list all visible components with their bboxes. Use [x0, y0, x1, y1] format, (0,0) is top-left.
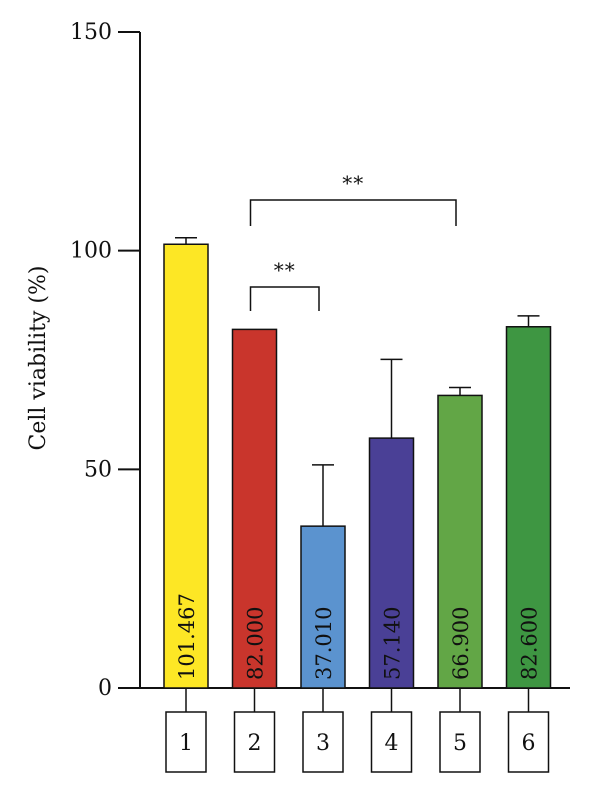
bar — [231, 328, 278, 689]
category-box — [302, 711, 344, 773]
bar — [300, 525, 346, 689]
category-label: 6 — [522, 731, 536, 756]
category-box — [439, 711, 481, 773]
bar — [163, 243, 209, 689]
error-bars — [175, 236, 540, 527]
category-labels: 1 2 3 4 5 6 — [165, 688, 550, 773]
bars: 101.467 82.000 37.010 57.140 66.900 82.600 — [163, 243, 552, 689]
y-tick-label: 100 — [70, 239, 112, 264]
y-tick-label: 50 — [84, 457, 112, 482]
significance-label: ** — [342, 171, 364, 195]
bar-value-label: 82.000 — [244, 607, 268, 680]
significance-bracket — [249, 286, 320, 311]
significance-label: ** — [274, 258, 296, 282]
category-box — [233, 711, 276, 773]
bar-value-label: 101.467 — [175, 593, 199, 680]
bar-value-label: 82.600 — [518, 607, 542, 680]
category-box — [165, 711, 207, 773]
significance-brackets: ** ** — [249, 171, 457, 311]
bar — [505, 326, 552, 689]
category-label: 4 — [385, 731, 399, 756]
y-axis-title: Cell viability (%) — [26, 265, 51, 450]
category-box — [507, 711, 550, 773]
category-label: 1 — [179, 731, 193, 756]
category-box — [370, 711, 413, 773]
bar-value-label: 57.140 — [381, 607, 405, 680]
bar-value-label: 37.010 — [312, 607, 336, 680]
y-tick-label: 0 — [98, 676, 112, 701]
category-label: 3 — [316, 731, 330, 756]
bar-value-label: 66.900 — [449, 607, 473, 680]
axes: 0 50 100 150 — [70, 20, 570, 701]
significance-bracket — [249, 199, 457, 226]
y-tick-label: 150 — [70, 20, 112, 45]
category-label: 5 — [453, 731, 467, 756]
category-label: 2 — [248, 731, 262, 756]
